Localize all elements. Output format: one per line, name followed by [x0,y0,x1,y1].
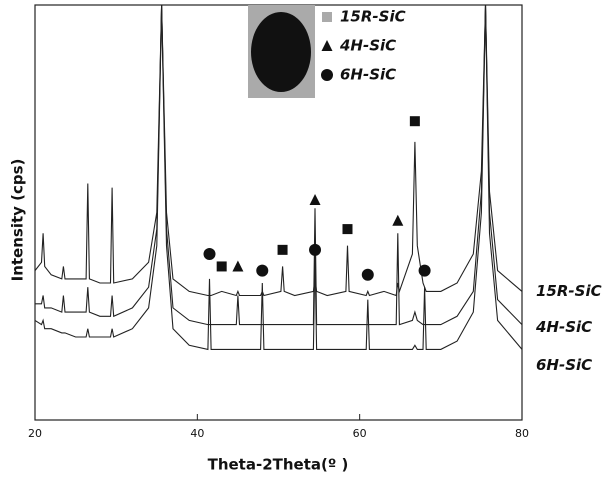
phase-marker [203,248,216,260]
series-line [34,4,523,351]
x-axis-title: Theta-2Theta(º ) [208,456,349,474]
phase-marker [409,116,420,127]
series-label: 4H-SiC [535,318,592,336]
x-tick-label: 60 [353,427,367,440]
phase-marker [361,268,374,281]
legend-label: 6H-SiC [340,66,396,84]
series-line [35,4,523,326]
x-tick-label: 80 [515,427,529,440]
phase-marker [256,264,269,277]
phase-marker [342,224,353,235]
phase-marker [392,214,404,226]
phase-marker [232,260,244,272]
legend-symbol [322,12,332,22]
legend-symbol [321,40,333,51]
phase-marker [277,244,288,255]
series-line [34,4,523,297]
phase-marker [216,261,227,272]
legend-symbol [321,69,333,81]
series-label: 6H-SiC [536,356,592,374]
series-label: 15R-SiC [536,282,602,300]
x-tick-label: 40 [190,427,204,440]
phase-marker [418,264,431,277]
y-axis-title: Intensity (cps) [9,159,27,282]
phase-marker [309,194,321,206]
legend-label: 4H-SiC [339,37,396,55]
x-tick-label: 20 [28,427,42,440]
inset-sample [251,12,311,92]
phase-marker [309,243,322,256]
legend-label: 15R-SiC [340,8,406,26]
